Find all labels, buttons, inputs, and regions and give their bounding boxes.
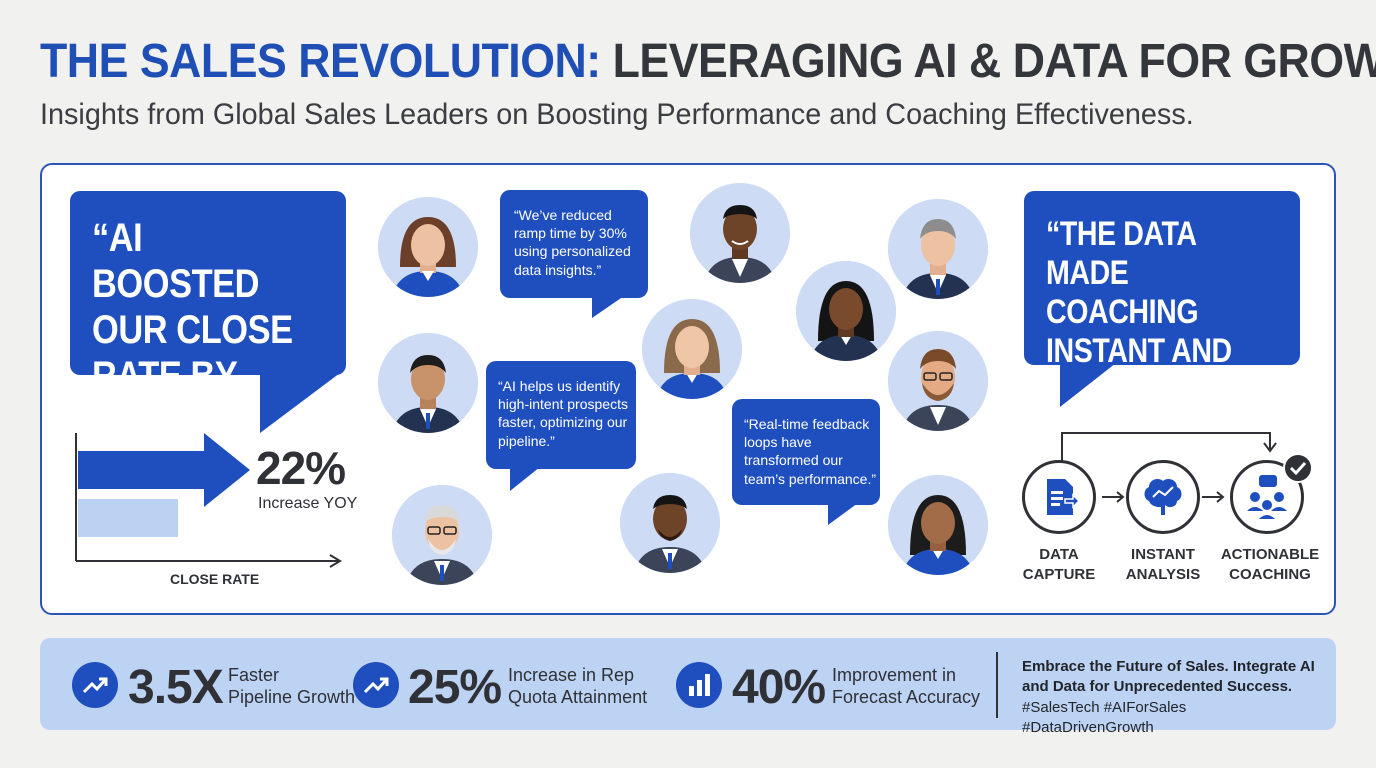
close-rate-axis-label: CLOSE RATE bbox=[170, 571, 260, 587]
step-label-instant-analysis: INSTANT ANALYSIS bbox=[1125, 546, 1201, 583]
stat-quota-value: 25% bbox=[408, 661, 502, 714]
page-title: THE SALES REVOLUTION: LEVERAGING AI & DA… bbox=[40, 34, 1376, 89]
quote-bubble-ramp-time: “We’ve reduced ramp time by 30% using pe… bbox=[500, 190, 648, 318]
stat-pipeline-value: 3.5X bbox=[128, 661, 224, 714]
step-data-capture bbox=[1022, 460, 1096, 534]
testimonials-panel: “AI BOOSTED OUR CLOSE RATE BY 22%” 22% I… bbox=[40, 163, 1336, 615]
step-label-actionable-coaching: ACTIONABLE COACHING bbox=[1220, 546, 1320, 583]
trend-up-icon bbox=[363, 677, 389, 694]
bar-chart-icon bbox=[689, 674, 710, 696]
check-badge-icon bbox=[1283, 453, 1313, 483]
avatar-leader-3 bbox=[392, 485, 492, 585]
stat-quota-icon bbox=[353, 662, 399, 708]
baseline-bar bbox=[78, 499, 178, 537]
quote-feedback: “Real-time feedback loops have transform… bbox=[744, 416, 877, 487]
avatar-leader-5 bbox=[642, 299, 742, 399]
trend-up-icon bbox=[82, 677, 108, 694]
stat-forecast-icon bbox=[676, 662, 722, 708]
quote-ramp-time: “We’ve reduced ramp time by 30% using pe… bbox=[514, 207, 631, 278]
process-flow-connectors bbox=[1061, 432, 1277, 503]
quote-bubble-close-rate: “AI BOOSTED OUR CLOSE RATE BY 22%” bbox=[70, 191, 346, 444]
close-rate-caption: Increase YOY bbox=[258, 495, 358, 512]
cta-hashtags: #SalesTech #AIForSales #DataDrivenGrowth bbox=[1022, 698, 1187, 736]
call-to-action: Embrace the Future of Sales. Integrate A… bbox=[1022, 657, 1322, 738]
avatar-leader-8 bbox=[888, 199, 988, 299]
avatar-leader-7 bbox=[796, 261, 896, 361]
title-main: LEVERAGING AI & DATA FOR GROWTH bbox=[612, 35, 1376, 88]
quote-bubble-prospects: “AI helps us identify high-intent prospe… bbox=[486, 361, 636, 491]
cta-headline: Embrace the Future of Sales. Integrate A… bbox=[1022, 658, 1315, 696]
stat-forecast-label: Improvement in Forecast Accuracy bbox=[832, 665, 981, 707]
page-subtitle: Insights from Global Sales Leaders on Bo… bbox=[40, 98, 1194, 131]
quote-prospects: “AI helps us identify high-intent prospe… bbox=[498, 378, 628, 449]
avatar-leader-2 bbox=[378, 333, 478, 433]
step-label-data-capture: DATA CAPTURE bbox=[1022, 546, 1096, 583]
avatar-leader-9 bbox=[888, 331, 988, 431]
stat-pipeline-icon bbox=[72, 662, 118, 708]
stat-pipeline-label: Faster Pipeline Growth bbox=[228, 665, 356, 707]
avatar-leader-6 bbox=[620, 473, 720, 573]
stat-forecast-value: 40% bbox=[732, 661, 826, 714]
quote-bubble-coaching: “THE DATA MADE COACHING INSTANT AND ACTI… bbox=[1024, 191, 1300, 409]
avatar-leader-1 bbox=[378, 197, 478, 297]
stats-divider bbox=[996, 652, 998, 718]
quote-bubble-feedback: “Real-time feedback loops have transform… bbox=[732, 399, 880, 525]
document-arrow-icon bbox=[1047, 479, 1081, 515]
brain-chart-icon bbox=[1144, 479, 1182, 515]
quote-close-rate: “AI BOOSTED OUR CLOSE RATE BY 22%” bbox=[92, 216, 293, 444]
title-highlight: THE SALES REVOLUTION: bbox=[40, 35, 601, 88]
close-rate-arrow-bar bbox=[78, 433, 250, 507]
step-instant-analysis bbox=[1126, 460, 1200, 534]
stat-quota-label: Increase in Rep Quota Attainment bbox=[508, 665, 648, 707]
close-rate-chart bbox=[75, 433, 342, 568]
quote-coaching: “THE DATA MADE COACHING INSTANT AND ACTI… bbox=[1046, 215, 1251, 410]
team-chat-icon bbox=[1247, 475, 1287, 519]
avatar-leader-10 bbox=[888, 475, 988, 575]
avatar-leader-4 bbox=[690, 183, 790, 283]
close-rate-value: 22% bbox=[256, 442, 346, 494]
